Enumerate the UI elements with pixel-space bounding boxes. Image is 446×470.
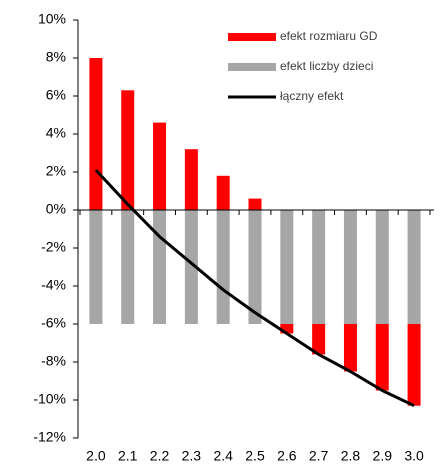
legend-label: efekt rozmiaru GD <box>280 29 378 43</box>
bar <box>184 210 198 324</box>
bar <box>184 149 198 210</box>
x-tick-label: 2.0 <box>86 448 106 464</box>
x-tick-label: 2.3 <box>182 448 202 464</box>
bar <box>153 122 167 210</box>
y-tick-label: -12% <box>33 429 66 445</box>
bar <box>375 324 389 391</box>
legend-label: łączny efekt <box>280 89 344 103</box>
y-tick-label: -2% <box>41 239 66 255</box>
y-tick-label: -6% <box>41 315 66 331</box>
bar <box>407 324 421 406</box>
legend-swatch <box>228 63 276 71</box>
bar <box>216 210 230 324</box>
bar <box>153 210 167 324</box>
bar <box>343 324 357 372</box>
y-tick-label: 6% <box>46 87 66 103</box>
y-tick-label: 2% <box>46 163 66 179</box>
x-tick-label: 2.2 <box>150 448 170 464</box>
bar <box>121 90 135 210</box>
y-tick-label: -10% <box>33 391 66 407</box>
bar <box>375 210 389 324</box>
bar <box>216 175 230 210</box>
bar <box>248 198 262 210</box>
y-tick-label: 8% <box>46 49 66 65</box>
bar <box>121 210 135 324</box>
x-tick-label: 3.0 <box>404 448 424 464</box>
y-tick-label: 4% <box>46 125 66 141</box>
bar <box>343 210 357 324</box>
bar <box>89 58 103 210</box>
y-tick-label: -4% <box>41 277 66 293</box>
line <box>94 169 415 408</box>
bar <box>280 324 294 334</box>
bar <box>280 210 294 324</box>
x-tick-label: 2.9 <box>373 448 393 464</box>
x-tick-label: 2.6 <box>277 448 297 464</box>
bar <box>248 210 262 324</box>
bar <box>312 210 326 324</box>
bar <box>312 324 326 355</box>
legend-swatch <box>228 33 276 41</box>
x-tick-label: 2.8 <box>341 448 361 464</box>
y-tick-label: 0% <box>46 201 66 217</box>
y-tick-label: 10% <box>38 11 66 27</box>
bar <box>407 210 421 324</box>
x-tick-label: 2.7 <box>309 448 329 464</box>
bar <box>89 210 103 324</box>
y-tick-label: -8% <box>41 353 66 369</box>
x-tick-label: 2.1 <box>118 448 138 464</box>
x-tick-label: 2.4 <box>213 448 233 464</box>
legend-label: efekt liczby dzieci <box>280 59 373 73</box>
x-tick-label: 2.5 <box>245 448 265 464</box>
